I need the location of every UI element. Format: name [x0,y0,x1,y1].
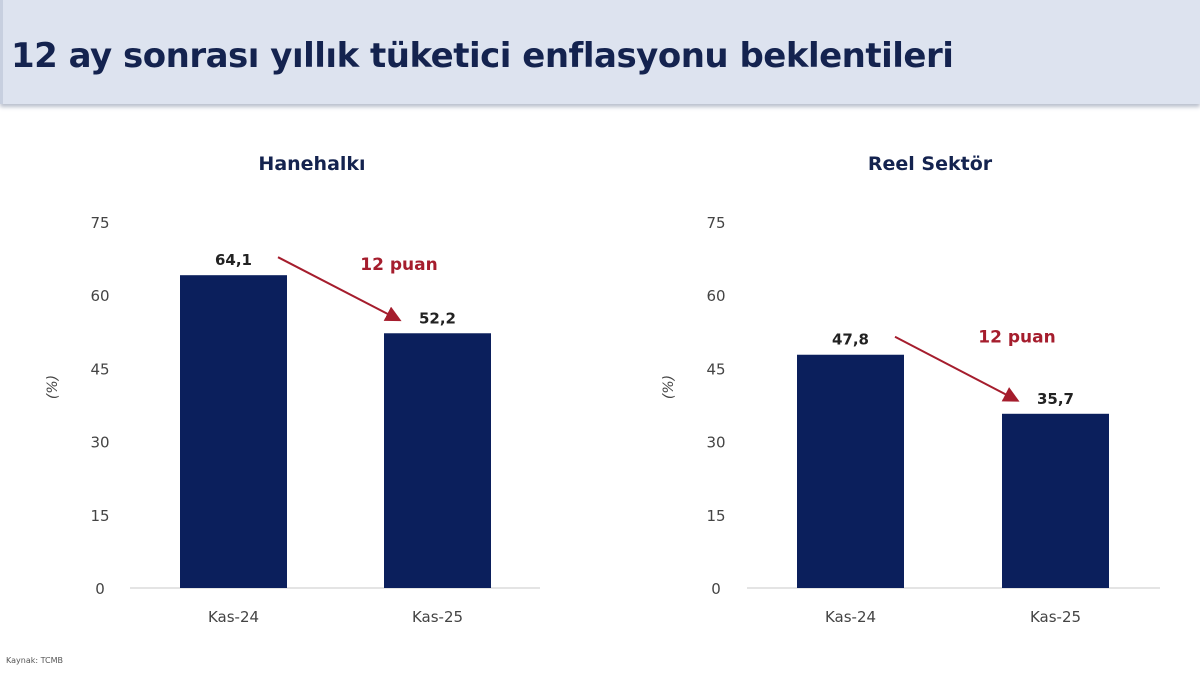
y-tick-label: 0 [95,580,105,598]
bar [180,275,287,588]
y-tick-label: 75 [706,214,725,232]
y-axis-label: (%) [661,375,677,399]
y-tick-label: 30 [90,434,109,452]
page-title: 12 ay sonrası yıllık tüketici enflasyonu… [11,36,954,76]
chart-title: Reel Sektör [868,153,993,175]
data-label: 64,1 [215,251,252,269]
y-tick-label: 60 [706,287,725,305]
y-tick-label: 60 [90,287,109,305]
y-tick-label: 0 [711,580,721,598]
x-tick-label: Kas-24 [208,608,259,626]
y-tick-label: 45 [90,360,109,378]
y-tick-label: 30 [706,434,725,452]
x-tick-label: Kas-25 [412,608,463,626]
source-note: Kaynak: TCMB [6,656,63,665]
change-annotation: 12 puan [978,328,1055,348]
change-annotation: 12 puan [360,255,437,275]
y-tick-label: 15 [90,507,109,525]
change-arrow [277,256,402,322]
data-label: 47,8 [832,331,869,349]
y-axis-label: (%) [45,375,61,399]
y-tick-label: 75 [90,214,109,232]
y-tick-label: 15 [706,507,725,525]
data-label: 52,2 [419,309,456,327]
header-band: 12 ay sonrası yıllık tüketici enflasyonu… [0,0,1200,104]
y-tick-label: 45 [706,360,725,378]
data-label: 35,7 [1037,390,1074,408]
bar [384,333,491,588]
bar [797,354,904,588]
chart-title: Hanehalkı [258,153,365,175]
bar [1002,413,1109,588]
change-arrow [894,335,1020,402]
x-tick-label: Kas-25 [1030,608,1081,626]
x-tick-label: Kas-24 [825,608,876,626]
